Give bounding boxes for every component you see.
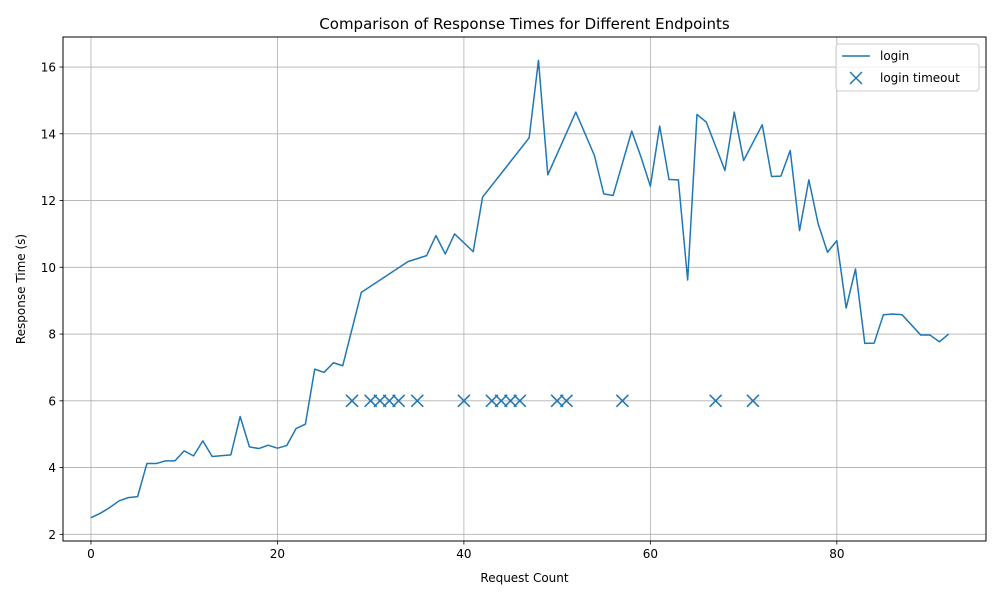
y-tick-label: 4 bbox=[48, 461, 56, 475]
timeout-marker-stroke bbox=[392, 394, 406, 408]
legend-marker-stroke bbox=[849, 71, 863, 85]
timeout-marker-stroke bbox=[513, 394, 527, 408]
legend-label-login-timeout: login timeout bbox=[880, 71, 960, 85]
timeout-marker bbox=[494, 394, 508, 408]
timeout-marker-stroke bbox=[457, 394, 471, 408]
y-tick-label: 6 bbox=[48, 394, 56, 408]
grid-lines bbox=[63, 37, 986, 541]
y-tick-label: 12 bbox=[41, 194, 56, 208]
timeout-marker-stroke bbox=[746, 394, 760, 408]
x-tick-label: 80 bbox=[829, 547, 844, 561]
timeout-marker-stroke bbox=[382, 394, 396, 408]
timeout-marker bbox=[513, 394, 527, 408]
timeout-marker bbox=[550, 394, 564, 408]
timeout-marker bbox=[485, 394, 499, 408]
timeout-marker-stroke bbox=[373, 394, 387, 408]
timeout-marker-stroke bbox=[615, 394, 629, 408]
axis-ticks: 0 20 40 60 80 2 4 6 8 10 12 14 16 bbox=[41, 61, 845, 561]
timeout-marker-stroke bbox=[709, 394, 723, 408]
x-tick-label: 0 bbox=[87, 547, 95, 561]
y-tick-label: 16 bbox=[41, 61, 56, 75]
legend-x-marker bbox=[849, 71, 863, 85]
legend: login login timeout bbox=[835, 43, 980, 92]
timeout-marker bbox=[410, 394, 424, 408]
legend-box bbox=[835, 43, 980, 92]
timeout-marker-stroke bbox=[559, 394, 573, 408]
timeout-marker bbox=[503, 394, 518, 408]
x-axis-label: Request Count bbox=[480, 571, 568, 585]
x-tick-label: 20 bbox=[270, 547, 285, 561]
y-tick-label: 14 bbox=[41, 127, 56, 141]
plot-frame bbox=[62, 36, 987, 542]
timeout-marker-stroke bbox=[345, 394, 359, 408]
series-line-login bbox=[90, 59, 950, 519]
series-layer bbox=[90, 59, 950, 519]
timeout-marker bbox=[364, 394, 378, 408]
chart-title: Comparison of Response Times for Differe… bbox=[319, 15, 730, 33]
timeout-marker-stroke bbox=[503, 394, 518, 408]
timeout-marker bbox=[709, 394, 723, 408]
timeout-marker bbox=[457, 394, 471, 408]
timeout-marker bbox=[559, 394, 573, 408]
x-tick-label: 40 bbox=[456, 547, 471, 561]
timeout-marker bbox=[382, 394, 396, 408]
y-tick-label: 8 bbox=[48, 328, 56, 342]
y-tick-label: 2 bbox=[48, 528, 56, 542]
y-axis-label: Response Time (s) bbox=[14, 234, 28, 344]
timeout-marker-stroke bbox=[485, 394, 499, 408]
timeout-marker bbox=[373, 394, 387, 408]
timeout-marker bbox=[746, 394, 760, 408]
legend-label-login: login bbox=[880, 49, 909, 63]
x-tick-label: 60 bbox=[643, 547, 658, 561]
timeout-marker bbox=[345, 394, 359, 408]
timeout-marker-stroke bbox=[410, 394, 424, 408]
timeout-marker bbox=[392, 394, 406, 408]
y-tick-label: 10 bbox=[41, 261, 56, 275]
timeout-marker-stroke bbox=[494, 394, 508, 408]
timeout-marker-stroke bbox=[550, 394, 564, 408]
timeout-marker bbox=[615, 394, 629, 408]
timeout-marker-stroke bbox=[364, 394, 378, 408]
